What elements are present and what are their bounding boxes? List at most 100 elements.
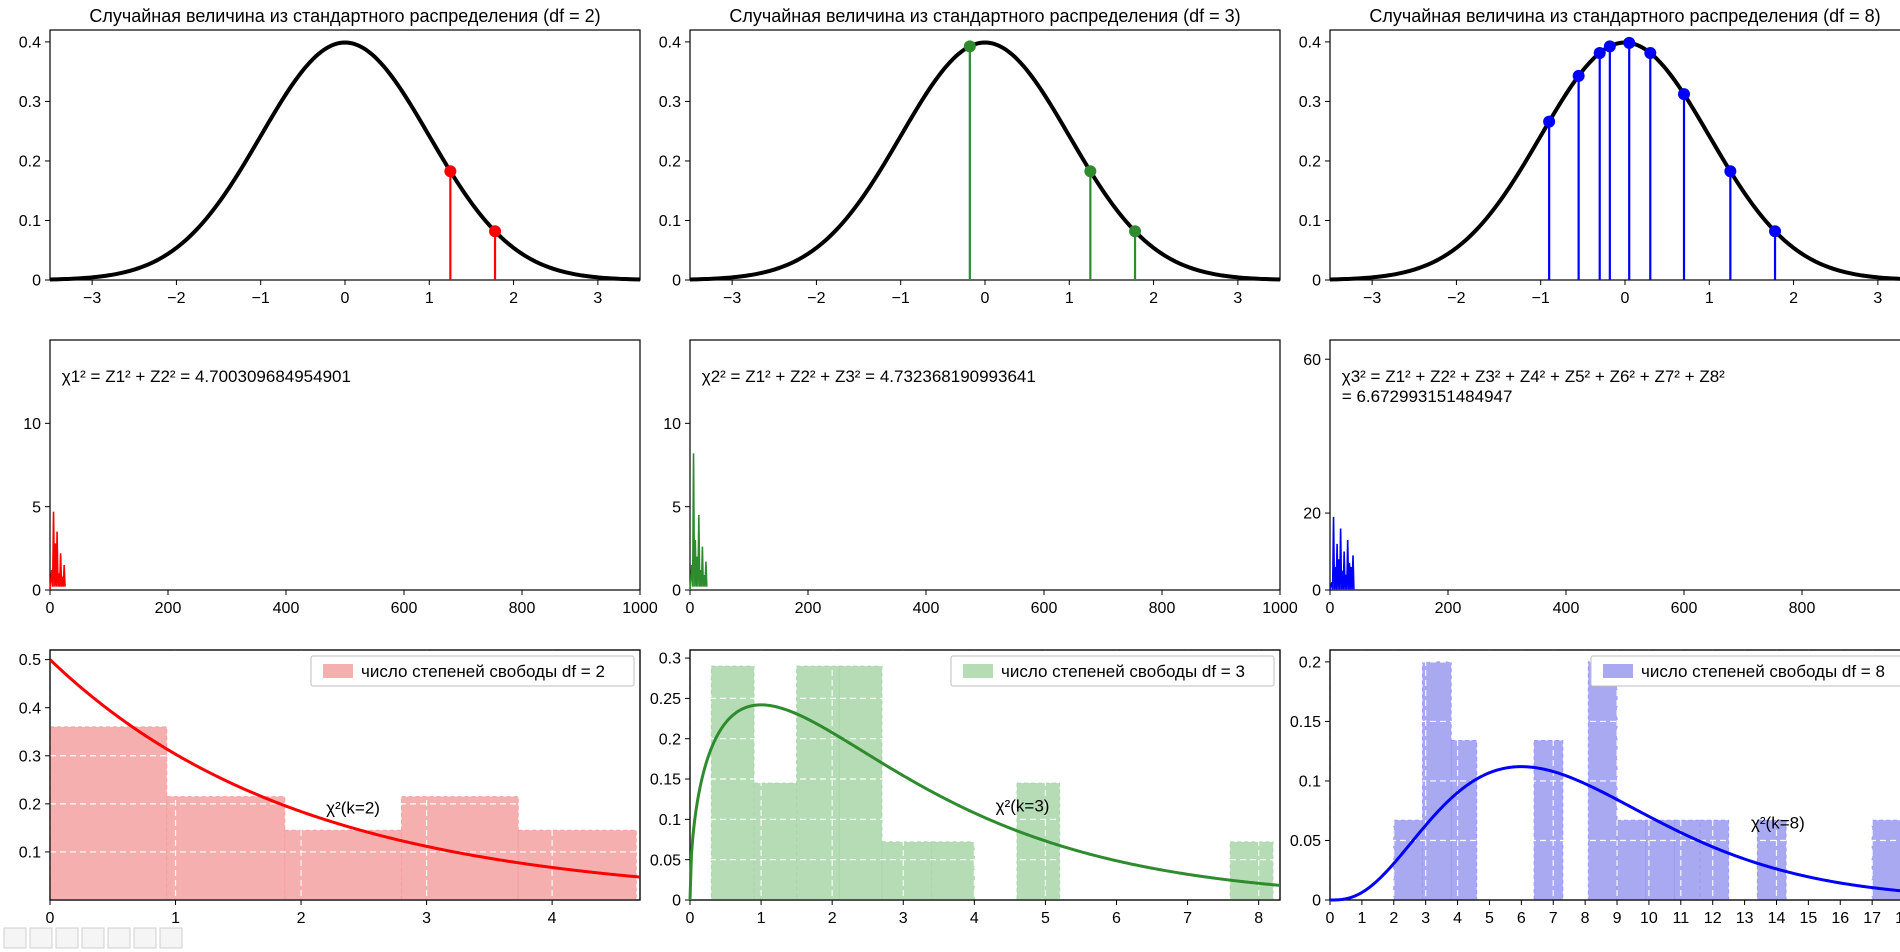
- svg-text:0: 0: [686, 910, 695, 927]
- svg-text:800: 800: [509, 600, 536, 617]
- svg-text:0.1: 0.1: [19, 845, 41, 862]
- svg-text:10: 10: [1640, 910, 1658, 927]
- svg-text:Случайная величина из стандарт: Случайная величина из стандартного распр…: [89, 6, 600, 26]
- svg-text:0.3: 0.3: [19, 748, 41, 765]
- svg-text:0.2: 0.2: [19, 154, 41, 171]
- svg-text:число степеней свободы df = 8: число степеней свободы df = 8: [1641, 662, 1885, 681]
- svg-text:χ²(k=2): χ²(k=2): [326, 798, 380, 817]
- svg-text:0: 0: [32, 583, 41, 600]
- svg-text:0: 0: [46, 600, 55, 617]
- svg-text:600: 600: [391, 600, 418, 617]
- svg-text:6: 6: [1517, 910, 1526, 927]
- svg-text:5: 5: [1485, 910, 1494, 927]
- svg-text:0.2: 0.2: [659, 731, 681, 748]
- toolbar-button[interactable]: [134, 928, 156, 948]
- svg-text:0.4: 0.4: [659, 35, 681, 52]
- svg-text:4: 4: [548, 910, 557, 927]
- svg-text:3: 3: [422, 910, 431, 927]
- toolbar-button[interactable]: [4, 928, 26, 948]
- svg-text:10: 10: [663, 416, 681, 433]
- svg-text:0.1: 0.1: [659, 812, 681, 829]
- svg-text:7: 7: [1549, 910, 1558, 927]
- svg-text:400: 400: [273, 600, 300, 617]
- svg-text:18: 18: [1895, 910, 1900, 927]
- legend-1: число степеней свободы df = 3: [951, 656, 1274, 686]
- svg-text:3: 3: [1873, 290, 1882, 307]
- svg-text:800: 800: [1149, 600, 1176, 617]
- svg-text:1000: 1000: [1262, 600, 1298, 617]
- toolbar-button[interactable]: [56, 928, 78, 948]
- svg-text:0: 0: [1326, 910, 1335, 927]
- svg-text:600: 600: [1031, 600, 1058, 617]
- svg-text:0: 0: [46, 910, 55, 927]
- svg-text:0: 0: [672, 273, 681, 290]
- svg-text:0.5: 0.5: [19, 652, 41, 669]
- svg-text:число степеней свободы df = 2: число степеней свободы df = 2: [361, 662, 605, 681]
- svg-text:0.4: 0.4: [19, 700, 41, 717]
- svg-text:−2: −2: [167, 290, 185, 307]
- svg-text:3: 3: [1233, 290, 1242, 307]
- svg-text:−3: −3: [1363, 290, 1381, 307]
- svg-text:2: 2: [1149, 290, 1158, 307]
- svg-text:χ²(k=8): χ²(k=8): [1751, 814, 1805, 833]
- svg-text:0: 0: [32, 273, 41, 290]
- svg-text:χ1² = Z1² + Z2² = 4.7003096849: χ1² = Z1² + Z2² = 4.700309684954901: [62, 367, 351, 386]
- svg-text:5: 5: [672, 499, 681, 516]
- svg-text:13: 13: [1736, 910, 1754, 927]
- svg-text:10: 10: [23, 416, 41, 433]
- svg-text:0: 0: [1326, 600, 1335, 617]
- svg-text:0.05: 0.05: [1290, 833, 1321, 850]
- svg-text:0: 0: [341, 290, 350, 307]
- svg-text:0.25: 0.25: [650, 691, 681, 708]
- svg-text:−1: −1: [1532, 290, 1550, 307]
- svg-text:200: 200: [795, 600, 822, 617]
- svg-text:0.3: 0.3: [659, 94, 681, 111]
- svg-text:7: 7: [1183, 910, 1192, 927]
- svg-text:−2: −2: [1447, 290, 1465, 307]
- svg-text:0: 0: [686, 600, 695, 617]
- svg-text:2: 2: [509, 290, 518, 307]
- svg-text:200: 200: [1435, 600, 1462, 617]
- svg-text:−1: −1: [252, 290, 270, 307]
- svg-text:9: 9: [1613, 910, 1622, 927]
- svg-text:0.1: 0.1: [19, 213, 41, 230]
- svg-text:2: 2: [297, 910, 306, 927]
- svg-text:0.15: 0.15: [1290, 714, 1321, 731]
- svg-text:1000: 1000: [622, 600, 658, 617]
- svg-text:5: 5: [32, 499, 41, 516]
- svg-text:3: 3: [899, 910, 908, 927]
- svg-text:1: 1: [1065, 290, 1074, 307]
- svg-text:2: 2: [1789, 290, 1798, 307]
- svg-text:χ²(k=3): χ²(k=3): [996, 796, 1050, 815]
- svg-text:число степеней свободы df = 3: число степеней свободы df = 3: [1001, 662, 1245, 681]
- toolbar-button[interactable]: [108, 928, 130, 948]
- svg-text:3: 3: [593, 290, 602, 307]
- svg-text:200: 200: [155, 600, 182, 617]
- svg-text:0.1: 0.1: [659, 213, 681, 230]
- toolbar-button[interactable]: [30, 928, 52, 948]
- svg-text:5: 5: [1041, 910, 1050, 927]
- toolbar-button[interactable]: [160, 928, 182, 948]
- svg-text:0.15: 0.15: [650, 772, 681, 789]
- svg-text:0: 0: [1621, 290, 1630, 307]
- svg-text:0.3: 0.3: [1299, 94, 1321, 111]
- svg-text:6: 6: [1112, 910, 1121, 927]
- svg-text:= 6.672993151484947: = 6.672993151484947: [1342, 387, 1513, 406]
- svg-text:0.2: 0.2: [1299, 655, 1321, 672]
- svg-text:12: 12: [1704, 910, 1722, 927]
- svg-text:600: 600: [1671, 600, 1698, 617]
- svg-text:11: 11: [1673, 910, 1690, 927]
- svg-text:14: 14: [1768, 910, 1786, 927]
- svg-text:0.3: 0.3: [19, 94, 41, 111]
- svg-text:15: 15: [1799, 910, 1817, 927]
- svg-text:1: 1: [757, 910, 766, 927]
- svg-text:800: 800: [1789, 600, 1816, 617]
- svg-text:Случайная величина из стандарт: Случайная величина из стандартного распр…: [729, 6, 1240, 26]
- toolbar-button[interactable]: [82, 928, 104, 948]
- svg-text:2: 2: [828, 910, 837, 927]
- svg-text:0: 0: [672, 893, 681, 910]
- svg-text:0: 0: [1312, 273, 1321, 290]
- svg-text:16: 16: [1831, 910, 1849, 927]
- svg-text:1: 1: [1705, 290, 1714, 307]
- svg-text:0.2: 0.2: [659, 154, 681, 171]
